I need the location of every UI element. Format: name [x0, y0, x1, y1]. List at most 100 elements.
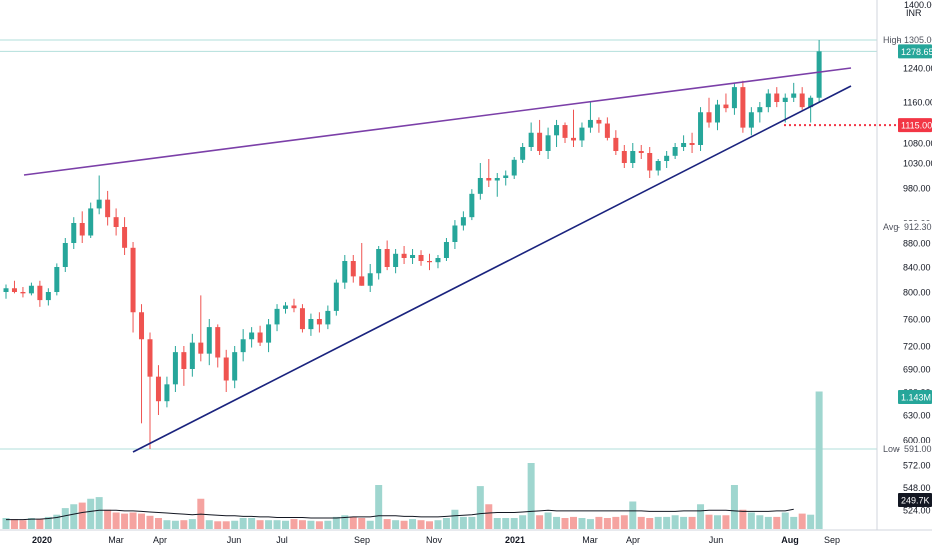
candle: [706, 97, 712, 128]
candle-body: [384, 249, 390, 267]
candle: [562, 122, 568, 143]
candle: [698, 107, 704, 151]
candle: [672, 143, 678, 159]
trendlines[interactable]: [23, 67, 852, 453]
candle: [757, 102, 763, 123]
candle: [37, 280, 43, 307]
y-tick-label: 800.00: [903, 288, 931, 298]
candle: [139, 304, 145, 424]
high-label-dash: -: [897, 35, 900, 45]
candle-body: [316, 319, 322, 325]
volume-bar: [510, 518, 518, 529]
candle: [147, 332, 153, 449]
candle-body: [198, 342, 204, 354]
volume-bar: [654, 516, 662, 529]
candle-body: [3, 288, 9, 292]
volume-bar: [400, 520, 408, 529]
volume-bar: [451, 509, 459, 529]
candle: [172, 346, 178, 392]
candle: [122, 217, 128, 255]
candle-body: [410, 255, 416, 258]
candle: [427, 253, 432, 271]
volume-bar: [222, 521, 230, 529]
volume-bar: [612, 516, 620, 529]
volume-bar: [332, 516, 340, 529]
candle: [274, 304, 280, 332]
support-price-tag: 1115.00: [898, 118, 932, 133]
x-tick-label: Sep: [824, 535, 840, 545]
volume-bar: [434, 520, 442, 529]
volume-bar: [36, 519, 44, 529]
candle-body: [206, 327, 212, 354]
candle-body: [130, 247, 136, 313]
candle: [410, 249, 416, 264]
candle-body: [155, 376, 161, 402]
candle-body: [105, 199, 111, 218]
candle-body: [20, 292, 26, 294]
candle-body: [147, 339, 153, 377]
x-tick-label: Mar: [108, 535, 124, 545]
volume-bar: [553, 516, 561, 529]
candle: [554, 119, 560, 147]
support-price-tag-bg: [898, 118, 932, 133]
avg-reference-label: Avg 912.30-: [879, 220, 932, 233]
candle: [731, 82, 737, 115]
volume-bar: [2, 518, 10, 529]
low-label-bg: [879, 443, 932, 455]
volume-bar: [713, 515, 721, 529]
volume-bar: [671, 515, 679, 529]
candle-body: [562, 125, 568, 138]
time-axis[interactable]: 2020 Mar Apr Jun Jul Sep Nov 2021 Mar Apr Jun Aug Se…: [32, 535, 840, 545]
candle-body: [689, 143, 695, 145]
price-axis[interactable]: 1240.001160.001080.001030.00980.00920.00…: [879, 34, 932, 516]
candle-body: [443, 242, 449, 258]
candle-body: [359, 276, 365, 286]
candle-body: [333, 282, 339, 311]
volume-ma-tag: 249.7K: [898, 493, 932, 507]
x-tick-label: 2021: [505, 535, 525, 545]
candle: [71, 217, 77, 249]
y-tick-label: 630.00: [903, 411, 931, 421]
candle: [638, 145, 644, 159]
resistance-trendline[interactable]: [23, 67, 852, 176]
volume-bar: [324, 520, 332, 529]
candle: [367, 264, 373, 292]
candle: [28, 282, 34, 296]
volume-bar: [214, 521, 222, 529]
candle-body: [266, 324, 272, 343]
candle-body: [740, 87, 746, 128]
volume-bar: [315, 521, 323, 529]
candle-body: [621, 151, 627, 163]
candle-body: [139, 312, 145, 340]
candle: [325, 305, 331, 330]
candle: [579, 122, 585, 147]
volume-bar: [70, 504, 78, 529]
volume-bar: [239, 518, 247, 529]
y-tick-label: 1160.00: [903, 98, 932, 108]
volume-bar: [112, 512, 120, 529]
candle: [54, 263, 60, 296]
volume-bar: [807, 514, 815, 529]
volume-value-tag-bg: [898, 390, 932, 404]
candle: [316, 312, 322, 333]
support-trendline[interactable]: [132, 85, 852, 453]
candle: [681, 135, 687, 151]
candle: [714, 99, 720, 131]
candle-body: [638, 151, 644, 153]
volume-bar: [603, 518, 611, 529]
candle-body: [748, 112, 754, 128]
y-tick-label: 720.00: [903, 342, 931, 352]
candle: [452, 220, 458, 249]
volume-bar: [578, 518, 586, 529]
avg-label-bg: [879, 220, 932, 233]
candle: [613, 130, 619, 155]
candle: [249, 327, 255, 348]
candle-body: [215, 327, 221, 358]
high-label-bg: [879, 34, 932, 46]
candle-body: [257, 332, 263, 343]
candle-body: [537, 132, 543, 151]
volume-bar: [358, 518, 366, 529]
volume-bar: [146, 515, 154, 529]
